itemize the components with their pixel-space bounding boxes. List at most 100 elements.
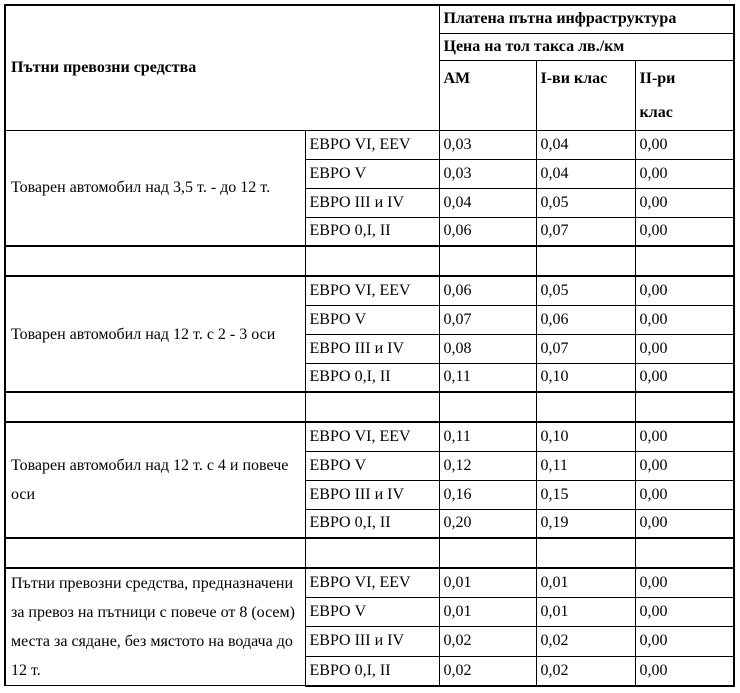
toll-am-cell: 0,11: [438, 421, 537, 452]
toll-class2-cell: 0,00: [634, 450, 735, 481]
euro-class-cell: ЕВРО VI, EEV: [304, 129, 440, 160]
toll-class1-cell: 0,05: [535, 187, 636, 218]
toll-class1-cell: 0,07: [535, 216, 636, 247]
column-header-class1: I-ви клас: [535, 59, 636, 131]
toll-class2-cell: 0,00: [634, 187, 735, 218]
euro-class-cell: ЕВРО 0,I, II: [304, 362, 440, 393]
euro-class-cell: ЕВРО VI, EEV: [304, 421, 440, 452]
toll-class1-cell: 0,04: [535, 129, 636, 160]
spacer-cell: [634, 537, 735, 569]
toll-am-cell: 0,06: [438, 216, 537, 247]
toll-class1-cell: 0,01: [535, 596, 636, 628]
toll-class2-cell: 0,00: [634, 421, 735, 452]
spacer-cell: [535, 245, 636, 277]
spacer-cell: [438, 245, 537, 277]
euro-class-cell: ЕВРО 0,I, II: [304, 655, 440, 687]
table-row: Товарен автомобил над 12 т. с 2 - 3 оси …: [4, 275, 735, 393]
toll-am-cell: 0,01: [438, 596, 537, 628]
euro-class-cell: ЕВРО V: [304, 304, 440, 335]
toll-am-cell: 0,03: [438, 158, 537, 189]
toll-class2-cell: 0,00: [634, 333, 735, 364]
table-row: ЕВРО 0,I, II 0,02 0,02 0,00: [5, 655, 735, 687]
toll-class1-cell: 0,15: [535, 479, 636, 510]
toll-am-cell: 0,03: [438, 129, 537, 160]
table-row: Товарен автомобил над 12 т. с 4 и повече…: [4, 421, 735, 539]
euro-class-cell: ЕВРО III и IV: [304, 187, 440, 218]
toll-am-cell: 0,01: [438, 567, 537, 598]
euro-class-cell: ЕВРО III и IV: [304, 333, 440, 364]
toll-class1-cell: 0,06: [535, 304, 636, 335]
toll-class1-cell: 0,07: [535, 333, 636, 364]
toll-class1-cell: 0,04: [535, 158, 636, 189]
euro-class-cell: ЕВРО VI, EEV: [304, 567, 440, 598]
toll-class2-cell: 0,00: [634, 275, 735, 306]
toll-class1-cell: 0,19: [535, 508, 636, 539]
header-row-3: АМ I-ви клас II-ри клас: [5, 59, 735, 131]
toll-rates-table: Пътни превозни средства Платена пътна ин…: [4, 4, 736, 687]
euro-class-cell: ЕВРО V: [304, 450, 440, 481]
toll-class2-cell: 0,00: [634, 567, 735, 598]
toll-am-cell: 0,02: [438, 655, 537, 687]
toll-class2-cell: 0,00: [634, 479, 735, 510]
spacer-cell: [634, 391, 735, 423]
spacer-cell: [438, 391, 537, 423]
header-row-2: Цена на тол такса лв./км: [5, 32, 735, 61]
toll-am-cell: 0,12: [438, 450, 537, 481]
column-header-class2-label: II-ри клас: [639, 69, 676, 121]
toll-am-cell: 0,20: [438, 508, 537, 539]
toll-class2-cell: 0,00: [634, 158, 735, 189]
toll-class1-cell: 0,02: [535, 626, 636, 657]
table-row: ЕВРО V 0,07 0,06 0,00: [5, 304, 735, 335]
toll-class1-cell: 0,02: [535, 655, 636, 687]
euro-class-cell: ЕВРО 0,I, II: [304, 216, 440, 247]
spacer-cell: [4, 537, 306, 569]
toll-am-cell: 0,11: [438, 362, 537, 393]
spacer-row: [4, 391, 735, 423]
spacer-cell: [304, 245, 440, 277]
vehicles-header-cell: Пътни превозни средства: [4, 4, 440, 131]
toll-am-cell: 0,02: [438, 626, 537, 657]
toll-am-cell: 0,16: [438, 479, 537, 510]
spacer-cell: [438, 537, 537, 569]
vehicle-cell: Пътни превозни средства, предназначени з…: [4, 567, 306, 686]
toll-am-cell: 0,07: [438, 304, 537, 335]
vehicle-cell: Товарен автомобил над 3,5 т. - до 12 т.: [4, 129, 306, 247]
spacer-cell: [535, 537, 636, 569]
euro-class-cell: ЕВРО V: [304, 596, 440, 628]
paid-infrastructure-header-cell: Платена пътна инфраструктура: [438, 4, 735, 34]
table-row: ЕВРО V 0,01 0,01 0,00: [5, 596, 735, 628]
toll-class2-cell: 0,00: [634, 304, 735, 335]
toll-class1-cell: 0,10: [535, 362, 636, 393]
table-row: ЕВРО III и IV 0,08 0,07 0,00: [5, 333, 735, 364]
header-row-1: Пътни превозни средства Платена пътна ин…: [4, 4, 735, 131]
euro-class-cell: ЕВРО VI, EEV: [304, 275, 440, 306]
spacer-cell: [304, 391, 440, 423]
toll-am-cell: 0,04: [438, 187, 537, 218]
toll-price-header-cell: Цена на тол такса лв./км: [438, 32, 735, 61]
toll-am-cell: 0,08: [438, 333, 537, 364]
spacer-row: [4, 245, 735, 277]
toll-class1-cell: 0,01: [535, 567, 636, 598]
toll-am-cell: 0,06: [438, 275, 537, 306]
spacer-cell: [4, 245, 306, 277]
toll-class1-cell: 0,11: [535, 450, 636, 481]
toll-class2-cell: 0,00: [634, 626, 735, 657]
toll-class2-cell: 0,00: [634, 129, 735, 160]
table-row: Товарен автомобил над 3,5 т. - до 12 т. …: [4, 129, 735, 247]
euro-class-cell: ЕВРО III и IV: [304, 626, 440, 657]
table-row: ЕВРО III и IV 0,16 0,15 0,00: [5, 479, 735, 510]
table-row: ЕВРО III и IV 0,02 0,02 0,00: [5, 626, 735, 657]
spacer-cell: [4, 391, 306, 423]
spacer-cell: [304, 537, 440, 569]
toll-class1-cell: 0,05: [535, 275, 636, 306]
toll-class2-cell: 0,00: [634, 655, 735, 687]
table-row: Пътни превозни средства, предназначени з…: [4, 567, 735, 686]
spacer-cell: [634, 245, 735, 277]
table-row: ЕВРО V 0,12 0,11 0,00: [5, 450, 735, 481]
euro-class-cell: ЕВРО 0,I, II: [304, 508, 440, 539]
toll-class2-cell: 0,00: [634, 362, 735, 393]
spacer-row: [4, 537, 735, 569]
vehicle-cell: Товарен автомобил над 12 т. с 4 и повече…: [4, 421, 306, 539]
toll-class2-cell: 0,00: [634, 508, 735, 539]
